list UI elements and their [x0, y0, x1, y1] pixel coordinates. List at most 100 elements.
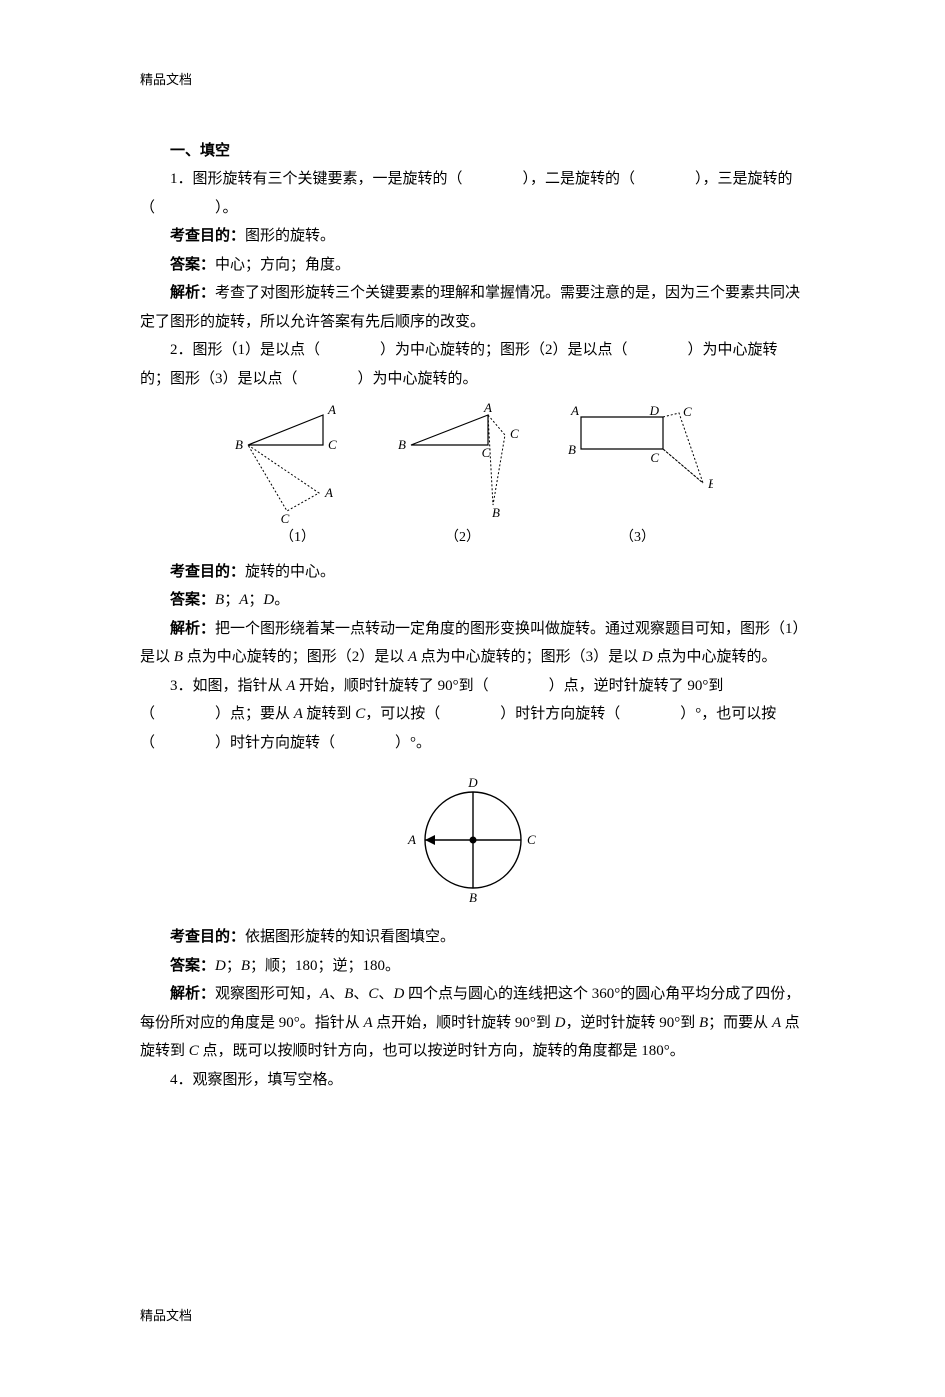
q3-ans-4: ；顺；180；逆；180。	[250, 958, 400, 974]
q2-ans-s3: 。	[274, 592, 289, 608]
svg-text:C: C	[481, 445, 490, 460]
q3-t1: 3．如图，指针从	[170, 678, 283, 694]
rectangle-rotation-icon: A D B C C B	[563, 403, 713, 523]
footer-text: 精品文档	[140, 1304, 805, 1329]
q3-t4: A	[290, 706, 306, 722]
header-text: 精品文档	[140, 68, 805, 93]
q3-a3: 、	[329, 986, 344, 1002]
compass-circle-icon: D A B C	[398, 765, 548, 915]
q1-text: 1．图形旋转有三个关键要素，一是旋转的（ ），二是旋转的（ ），三是旋转的（ ）…	[140, 165, 805, 222]
q2-ans-b: B	[215, 592, 224, 608]
q3-a1: 观察图形可知，	[215, 986, 320, 1002]
q2-objective: 考查目的：旋转的中心。	[140, 558, 805, 587]
q3-text: 3．如图，指针从 A 开始，顺时针旋转了 90°到（ ）点，逆时针旋转了 90°…	[140, 672, 805, 758]
q2-fig1: A B C A C （1）	[233, 403, 363, 552]
q2-analysis: 解析：把一个图形绕着某一点转动一定角度的图形变换叫做旋转。通过观察题目可知，图形…	[140, 615, 805, 672]
q3-a13: ，逆时针旋转 90°到	[566, 1015, 696, 1031]
q3-analysis: 解析：观察图形可知，A、B、C、D 四个点与圆心的连线把这个 360°的圆心角平…	[140, 980, 805, 1066]
q2-analysis-label: 解析：	[170, 621, 215, 637]
q3-ans-1: D	[215, 958, 226, 974]
q1-answer-label: 答案：	[170, 257, 215, 273]
q3-a11: 点开始，顺时针旋转 90°到	[376, 1015, 551, 1031]
q1-answer-val: 中心；方向；角度。	[215, 257, 350, 273]
q2-text: 2．图形（1）是以点（ ）为中心旋转的；图形（2）是以点（ ）为中心旋转的；图形…	[140, 336, 805, 393]
q3-a14: B	[695, 1015, 708, 1031]
q2-ans-s1: ；	[224, 592, 239, 608]
svg-text:B: B	[398, 437, 406, 452]
q2-fig3-caption: （3）	[620, 525, 655, 552]
q1-analysis: 解析：考查了对图形旋转三个关键要素的理解和掌握情况。需要注意的是，因为三个要素共…	[140, 279, 805, 336]
q1-analysis-val: 考查了对图形旋转三个关键要素的理解和掌握情况。需要注意的是，因为三个要素共同决定…	[140, 285, 800, 330]
q3-a4: B	[344, 986, 353, 1002]
q3-a5: 、	[353, 986, 368, 1002]
svg-text:C: C	[650, 450, 659, 465]
q2-ana-3: 点为中心旋转的；图形（2）是以	[187, 649, 405, 665]
svg-text:B: B	[568, 442, 576, 457]
section-heading: 一、填空	[140, 137, 805, 166]
q3-t2: A	[283, 678, 299, 694]
svg-text:A: A	[324, 485, 333, 500]
svg-text:C: C	[683, 404, 692, 419]
q3-figure: D A B C	[140, 765, 805, 915]
svg-text:C: C	[280, 511, 289, 523]
q1-answer: 答案：中心；方向；角度。	[140, 251, 805, 280]
q2-fig2-caption: （2）	[445, 525, 480, 552]
q2-objective-val: 旋转的中心。	[245, 564, 335, 580]
q2-ana-6: D	[638, 649, 656, 665]
svg-text:D: D	[648, 403, 659, 418]
svg-text:B: B	[492, 505, 500, 520]
svg-text:C: C	[510, 426, 519, 441]
q3-a16: A	[768, 1015, 784, 1031]
q3-a10: A	[360, 1015, 376, 1031]
q2-ans-d: D	[263, 592, 274, 608]
q3-ans-2: ；	[226, 958, 241, 974]
q3-objective: 考查目的：依据图形旋转的知识看图填空。	[140, 923, 805, 952]
q2-fig1-caption: （1）	[280, 525, 315, 552]
q1-objective-val: 图形的旋转。	[245, 228, 335, 244]
q3-a15: ；而要从	[708, 1015, 768, 1031]
q3-a2: A	[320, 986, 329, 1002]
svg-text:C: C	[328, 437, 337, 452]
svg-text:B: B	[235, 437, 243, 452]
triangle-rotation-icon: A B C C B	[393, 403, 533, 523]
q3-answer-label: 答案：	[170, 958, 215, 974]
q2-ans-s2: ；	[248, 592, 263, 608]
q3-answer: 答案：D；B；顺；180；逆；180。	[140, 952, 805, 981]
triangle-rotation-icon: A B C A C	[233, 403, 363, 523]
svg-text:A: A	[327, 403, 336, 417]
q2-ana-5: 点为中心旋转的；图形（3）是以	[421, 649, 639, 665]
svg-text:C: C	[527, 832, 536, 847]
q3-objective-label: 考查目的：	[170, 929, 245, 945]
q3-a12: D	[551, 1015, 566, 1031]
svg-text:D: D	[467, 775, 478, 790]
q3-a18: C	[185, 1043, 203, 1059]
q2-ana-4: A	[404, 649, 420, 665]
q2-ans-a: A	[239, 592, 248, 608]
q4-text: 4．观察图形，填写空格。	[140, 1066, 805, 1095]
q3-ans-3: B	[241, 958, 250, 974]
q3-a7: 、	[378, 986, 393, 1002]
svg-text:B: B	[708, 476, 713, 491]
q2-figures: A B C A C （1） A B C C B （2） A D B C C B （3）	[140, 403, 805, 552]
svg-text:A: A	[483, 403, 492, 415]
q3-t5: 旋转到	[306, 706, 351, 722]
q1-objective: 考查目的：图形的旋转。	[140, 222, 805, 251]
q3-t6: C	[351, 706, 365, 722]
q2-answer-label: 答案：	[170, 592, 215, 608]
svg-text:A: A	[570, 403, 579, 418]
q3-objective-val: 依据图形旋转的知识看图填空。	[245, 929, 455, 945]
q2-ana-2: B	[170, 649, 187, 665]
q2-fig2: A B C C B （2）	[393, 403, 533, 552]
q3-a8: D	[393, 986, 408, 1002]
q1-objective-label: 考查目的：	[170, 228, 245, 244]
svg-text:B: B	[469, 890, 477, 905]
q2-fig3: A D B C C B （3）	[563, 403, 713, 552]
q2-objective-label: 考查目的：	[170, 564, 245, 580]
q3-analysis-label: 解析：	[170, 986, 215, 1002]
svg-text:A: A	[407, 832, 416, 847]
q1-analysis-label: 解析：	[170, 285, 215, 301]
q3-a19: 点，既可以按顺时针方向，也可以按逆时针方向，旋转的角度都是 180°。	[203, 1043, 685, 1059]
q2-answer: 答案：B；A；D。	[140, 586, 805, 615]
q2-ana-7: 点为中心旋转的。	[656, 649, 776, 665]
q3-a6: C	[368, 986, 378, 1002]
